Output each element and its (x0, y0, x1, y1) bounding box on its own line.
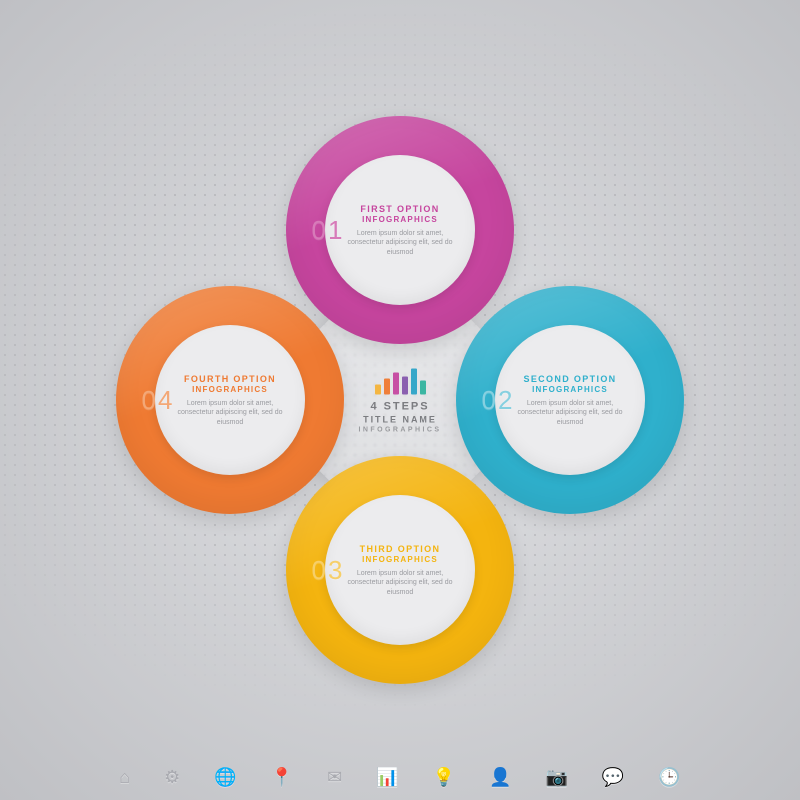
pin-icon: 📍 (271, 768, 293, 786)
step-title-03: THIRD OPTION (360, 543, 441, 555)
step-body-01: Lorem ipsum dolor sit amet, consectetur … (343, 229, 457, 257)
step-subtitle-02: INFOGRAPHICS (532, 385, 608, 394)
user-icon: 👤 (489, 768, 511, 786)
step-number-01: 01 (312, 215, 345, 246)
center-title-2: TITLE NAME (340, 415, 460, 425)
step-number-04: 04 (142, 385, 175, 416)
footer-icon-bar: ⌂ ⚙ 🌐 📍 ✉ 📊 💡 👤 📷 💬 🕒 (0, 768, 800, 786)
infographic-stage: FIRST OPTIONINFOGRAPHICSLorem ipsum dolo… (0, 0, 800, 800)
step-body-03: Lorem ipsum dolor sit amet, consectetur … (343, 569, 457, 597)
step-title-02: SECOND OPTION (523, 373, 616, 385)
chart-icon: 📊 (376, 768, 398, 786)
step-body-04: Lorem ipsum dolor sit amet, consectetur … (173, 399, 287, 427)
step-number-03: 03 (312, 555, 345, 586)
step-subtitle-04: INFOGRAPHICS (192, 385, 268, 394)
step-title-04: FOURTH OPTION (184, 373, 276, 385)
step-inner-04: FOURTH OPTIONINFOGRAPHICS Lorem ipsum dol… (155, 325, 305, 475)
step-subtitle-01: INFOGRAPHICS (362, 215, 438, 224)
step-subtitle-03: INFOGRAPHICS (362, 555, 438, 564)
mail-icon: ✉ (327, 768, 342, 786)
center-title-3: INFOGRAPHICS (340, 427, 460, 434)
bulb-icon: 💡 (433, 768, 455, 786)
center-block: 4 STEPS TITLE NAME INFOGRAPHICS (340, 367, 460, 434)
home-icon: ⌂ (119, 768, 130, 786)
camera-icon: 📷 (545, 768, 567, 786)
clock-icon: 🕒 (658, 768, 680, 786)
center-bar-chart-icon (340, 367, 460, 395)
step-title-01: FIRST OPTION (360, 203, 439, 215)
step-number-02: 02 (482, 385, 515, 416)
globe-icon: 🌐 (214, 768, 236, 786)
gear-icon: ⚙ (164, 768, 180, 786)
step-body-02: Lorem ipsum dolor sit amet, consectetur … (513, 399, 627, 427)
chat-icon: 💬 (602, 768, 624, 786)
step-inner-03: THIRD OPTIONINFOGRAPHICS Lorem ipsum dolo… (325, 495, 475, 645)
step-inner-02: SECOND OPTIONINFOGRAPHICS Lorem ipsum dol… (495, 325, 645, 475)
step-inner-01: FIRST OPTIONINFOGRAPHICS Lorem ipsum dolo… (325, 155, 475, 305)
center-title-1: 4 STEPS (340, 401, 460, 413)
